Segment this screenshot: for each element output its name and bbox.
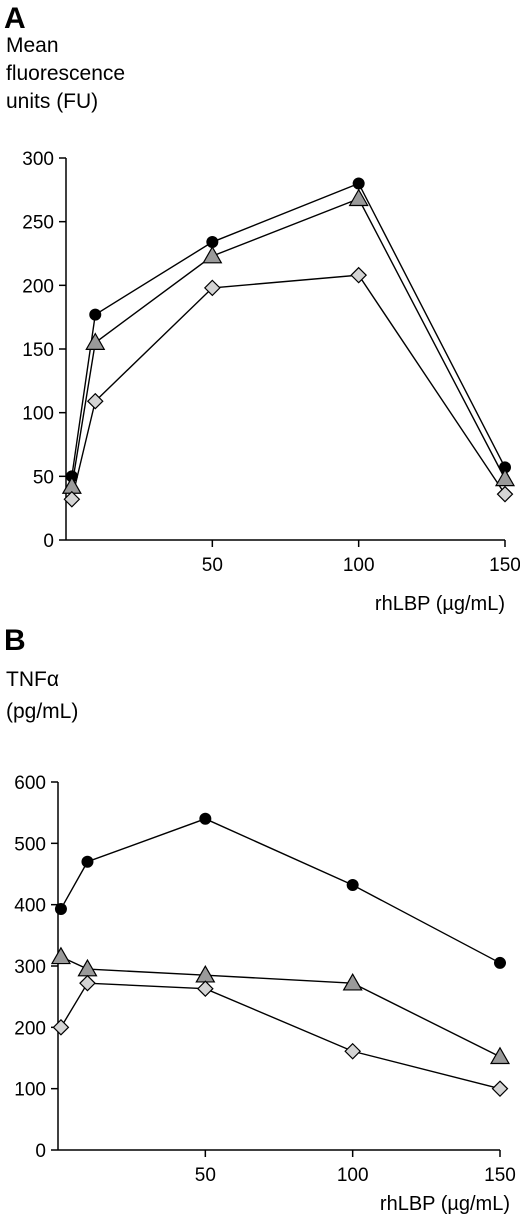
y-axis-label: units (FU) (6, 90, 98, 113)
y-tick-label: 300 (14, 957, 46, 978)
y-axis-label: (pg/mL) (6, 700, 78, 723)
y-tick-label: 200 (22, 276, 54, 297)
data-point-diamond (196, 980, 214, 998)
data-point-circle (89, 308, 102, 321)
data-point-diamond (496, 485, 514, 503)
y-axis-label: Mean (6, 34, 59, 57)
series-line-diamond (60, 982, 501, 1090)
series-line-circle (60, 818, 501, 964)
data-point-triangle (77, 958, 98, 977)
y-tick-label: 600 (14, 773, 46, 794)
x-tick-label: 100 (337, 1165, 369, 1186)
data-point-diamond (79, 974, 96, 992)
data-point-triangle (85, 332, 106, 350)
data-point-diamond (52, 1018, 70, 1036)
x-axis-label: rhLBP (µg/mL) (375, 593, 505, 615)
data-point-diamond (63, 490, 81, 508)
y-axis-label: TNFα (6, 668, 59, 691)
y-tick-label: 200 (14, 1018, 46, 1039)
data-point-triangle (342, 972, 363, 991)
data-point-circle (199, 812, 212, 825)
y-axis-label: fluorescence (6, 62, 125, 85)
x-tick-label: 50 (195, 1165, 216, 1186)
y-tick-label: 300 (22, 149, 54, 170)
data-point-triangle (348, 188, 369, 207)
y-tick-label: 500 (14, 834, 46, 855)
data-point-circle (54, 902, 67, 915)
x-tick-label: 50 (202, 555, 223, 576)
data-point-triangle (202, 245, 223, 264)
data-point-circle (81, 855, 94, 868)
data-point-circle (352, 177, 365, 190)
x-tick-label: 100 (343, 555, 375, 576)
x-tick-label: 150 (489, 555, 520, 576)
y-tick-label: 400 (14, 896, 46, 917)
data-point-circle (494, 956, 506, 969)
y-tick-label: 250 (22, 213, 54, 234)
panel-letter: A (4, 2, 26, 35)
data-point-diamond (344, 1042, 362, 1060)
y-tick-label: 50 (33, 467, 54, 488)
panel-letter: B (4, 624, 26, 657)
data-point-triangle (50, 946, 71, 965)
data-point-diamond (350, 266, 368, 284)
y-tick-label: 100 (14, 1080, 46, 1101)
y-tick-label: 0 (43, 531, 54, 552)
chart-panel-b: B TNFα (pg/mL) 0 100 200 300 400 500 600 50 100 150 r… (4, 624, 516, 1215)
x-tick-label: 150 (484, 1165, 516, 1186)
series-line-diamond (71, 274, 506, 500)
data-point-triangle (195, 964, 216, 983)
y-tick-label: 0 (35, 1141, 46, 1162)
data-point-triangle (494, 468, 516, 487)
x-axis-label: rhLBP (µg/mL) (380, 1193, 510, 1215)
series-line-triangle (60, 956, 501, 1058)
data-point-diamond (203, 279, 221, 297)
data-point-circle (346, 879, 359, 892)
series-line-circle (71, 182, 506, 477)
y-tick-label: 100 (22, 404, 54, 425)
data-point-diamond (86, 392, 104, 410)
data-point-triangle (489, 1046, 511, 1065)
y-tick-label: 150 (22, 340, 54, 361)
data-point-diamond (491, 1080, 509, 1098)
